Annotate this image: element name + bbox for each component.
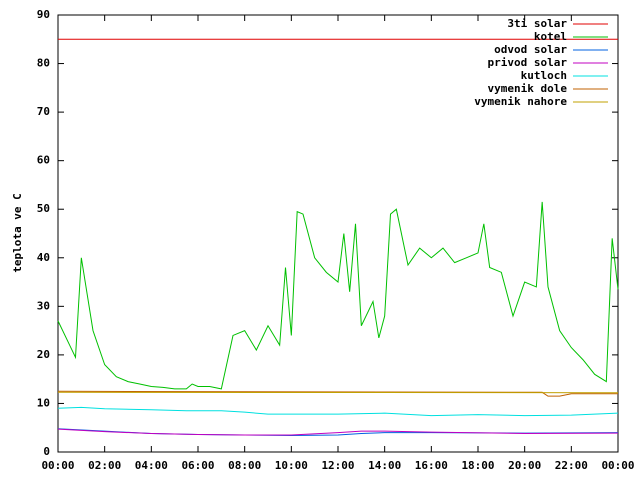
- y-tick-label: 20: [37, 348, 50, 361]
- x-tick-label: 14:00: [368, 459, 401, 472]
- x-tick-label: 06:00: [181, 459, 214, 472]
- series-line: [57, 201, 619, 390]
- x-tick-label: 08:00: [228, 459, 261, 472]
- y-tick-label: 50: [37, 202, 50, 215]
- series-line: [57, 406, 619, 417]
- x-tick-label: 10:00: [275, 459, 308, 472]
- x-tick-label: 02:00: [88, 459, 121, 472]
- x-tick-label: 16:00: [415, 459, 448, 472]
- legend-label: 3ti solar: [507, 17, 567, 30]
- y-tick-label: 30: [37, 299, 50, 312]
- y-tick-label: 40: [37, 251, 50, 264]
- x-tick-label: 12:00: [321, 459, 354, 472]
- legend-label: vymenik dole: [488, 82, 568, 95]
- series-line: [57, 428, 619, 436]
- y-tick-label: 90: [37, 8, 50, 21]
- y-tick-label: 60: [37, 154, 50, 167]
- series-line: [57, 390, 618, 397]
- legend-label: odvod solar: [494, 43, 567, 56]
- y-tick-label: 10: [37, 396, 50, 409]
- y-tick-label: 70: [37, 105, 50, 118]
- x-tick-label: 00:00: [41, 459, 74, 472]
- legend-label: vymenik nahore: [474, 95, 567, 108]
- legend-label: kutloch: [521, 69, 567, 82]
- x-tick-label: 20:00: [508, 459, 541, 472]
- y-tick-label: 80: [37, 57, 50, 70]
- x-tick-label: 22:00: [555, 459, 588, 472]
- x-tick-label: 00:00: [601, 459, 634, 472]
- x-tick-label: 04:00: [135, 459, 168, 472]
- y-tick-label: 0: [43, 445, 50, 458]
- x-tick-label: 18:00: [461, 459, 494, 472]
- y-axis-label: teplota ve C: [11, 193, 24, 272]
- legend-label: privod solar: [488, 56, 568, 69]
- legend-label: kotel: [534, 30, 567, 43]
